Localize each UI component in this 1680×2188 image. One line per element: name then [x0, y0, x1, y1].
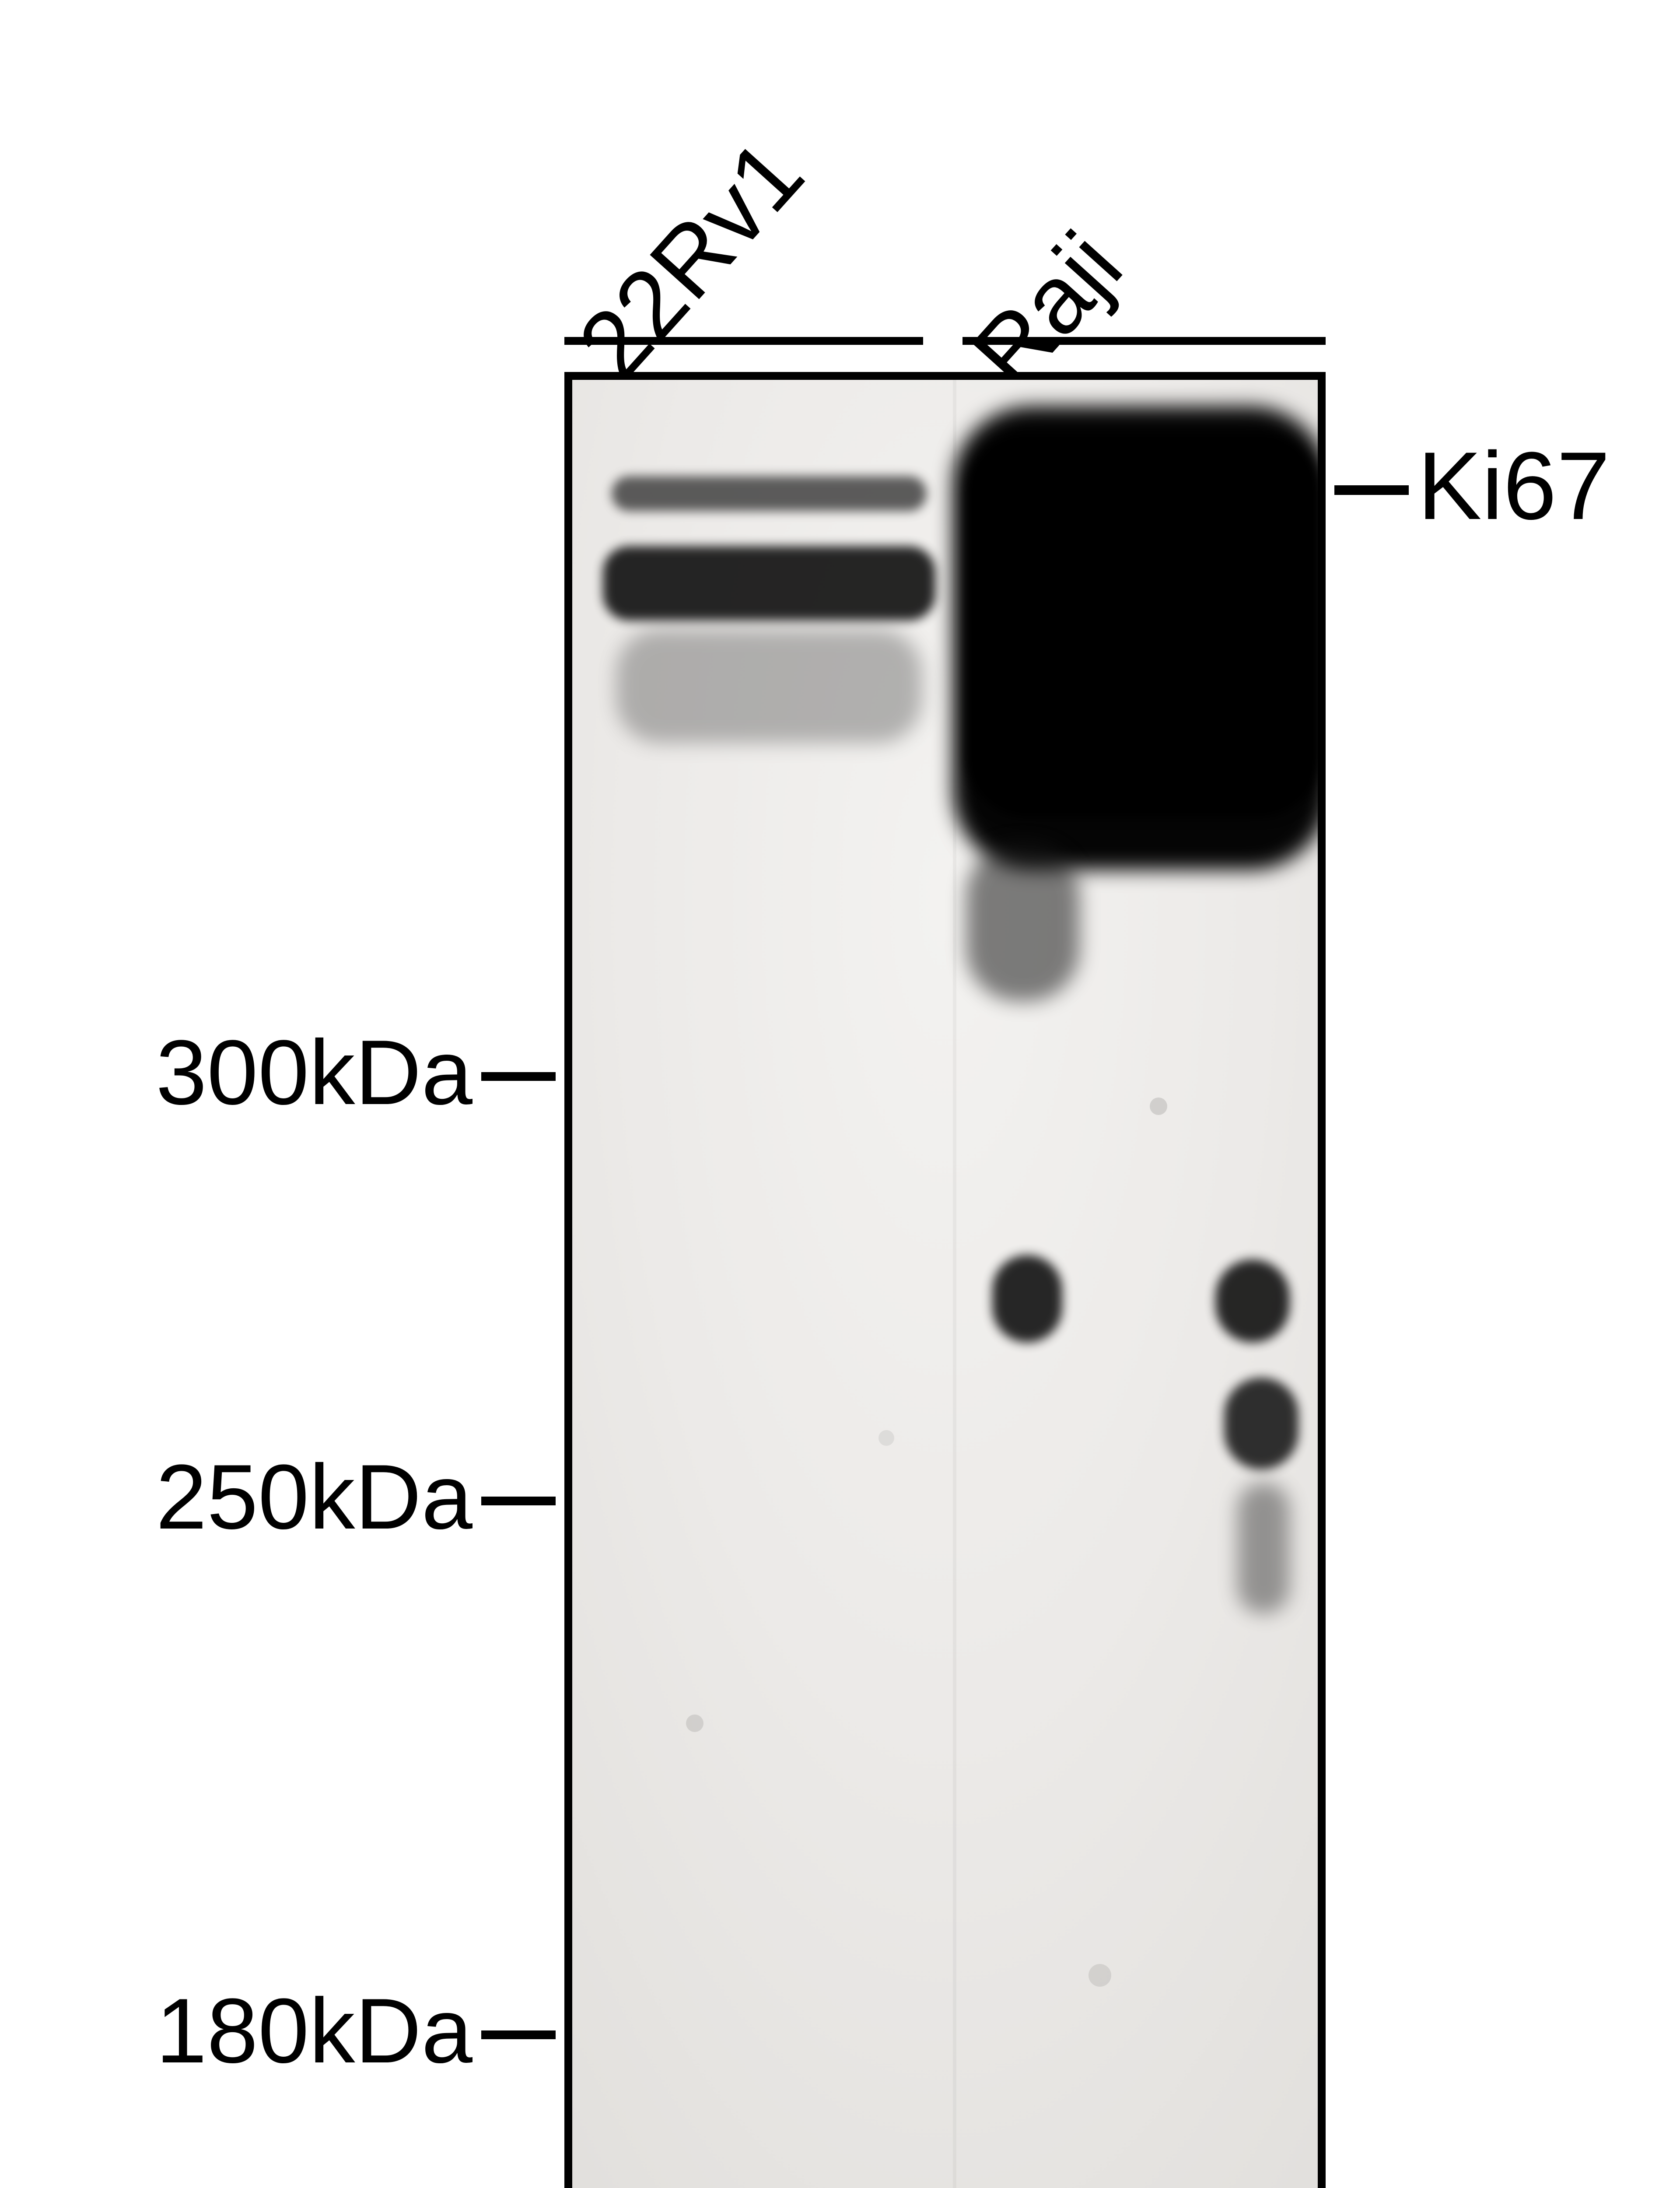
target-tick-ki67	[1334, 485, 1409, 495]
mw-tick-250	[481, 1497, 556, 1505]
band-raji-trail	[1237, 1483, 1290, 1614]
band-22rv1-main	[603, 546, 935, 621]
band-raji-tail	[966, 844, 1080, 1001]
figure-canvas: 22Rv1 Raji 300kDa 250kDa 180kDa 130kDa	[0, 0, 1680, 2188]
lane-underline-0	[564, 337, 923, 345]
mw-tick-300	[481, 1072, 556, 1081]
blot-membrane	[564, 372, 1326, 2188]
band-raji-core	[966, 432, 1320, 817]
band-22rv1-smear	[616, 629, 922, 743]
speckle	[686, 1715, 704, 1732]
band-22rv1-upper	[612, 476, 927, 511]
target-label-ki67: Ki67	[1418, 431, 1610, 541]
mw-label-300: 300kDa	[0, 1020, 472, 1126]
speckle	[878, 1430, 894, 1446]
band-raji-spot-2	[1215, 1259, 1290, 1343]
band-raji-spot-3	[1224, 1378, 1298, 1469]
mw-label-250: 250kDa	[0, 1444, 472, 1550]
lane-label-22rv1: 22Rv1	[556, 119, 825, 400]
speckle	[1088, 1964, 1111, 1987]
lane-underline-1	[962, 337, 1326, 345]
speckle	[1150, 1098, 1167, 1115]
mw-label-180: 180kDa	[0, 1978, 472, 2084]
band-raji-spot-1	[992, 1255, 1062, 1343]
mw-tick-180	[481, 2030, 556, 2039]
